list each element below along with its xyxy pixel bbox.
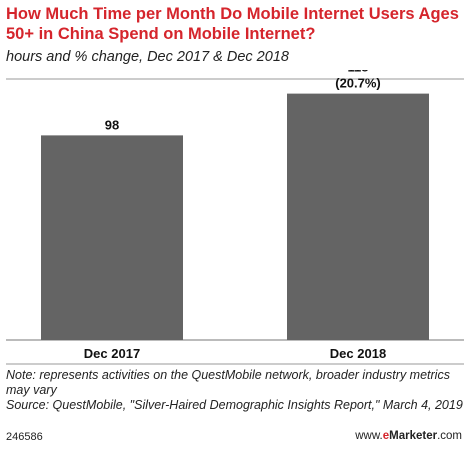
brand-name: Marketer: [389, 430, 438, 442]
source-text: Source: QuestMobile, "Silver-Haired Demo…: [6, 398, 463, 412]
chart-title: How Much Time per Month Do Mobile Intern…: [6, 5, 459, 43]
chart-id: 246586: [6, 431, 43, 443]
brand-suffix: .com: [437, 430, 462, 442]
brand-logo: www.eMarketer.com: [355, 430, 462, 442]
bar-0: [41, 135, 183, 340]
chart-notes: Note: represents activities on the Quest…: [6, 368, 464, 413]
chart-subtitle: hours and % change, Dec 2017 & Dec 2018: [6, 49, 289, 65]
x-tick-label-0: Dec 2017: [84, 346, 140, 361]
change-label-1: (20.7%): [335, 76, 381, 91]
x-tick-label-1: Dec 2018: [330, 346, 386, 361]
note-text: Note: represents activities on the Quest…: [6, 368, 450, 397]
data-label-1: 118: [348, 70, 369, 75]
data-label-0: 98: [105, 117, 119, 132]
brand-e: e: [382, 430, 390, 442]
bar-1: [287, 93, 429, 340]
brand-prefix: www.: [355, 430, 383, 442]
bar-chart: 98 Dec 2017 118(20.7%) Dec 2018: [6, 70, 464, 365]
